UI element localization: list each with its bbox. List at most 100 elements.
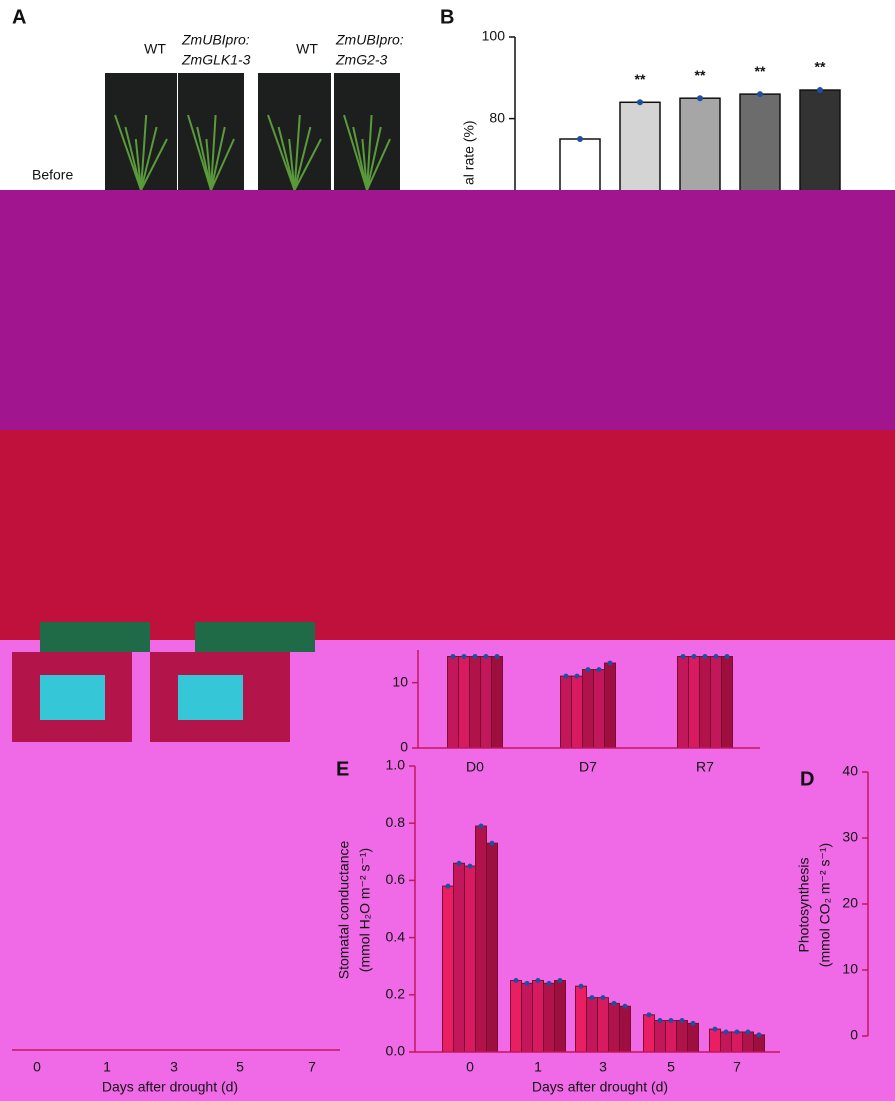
bar	[643, 1014, 655, 1053]
leaf	[366, 138, 391, 191]
bar	[721, 656, 733, 749]
leaf	[140, 138, 168, 191]
point	[734, 1029, 740, 1035]
x-tick-label: R7	[696, 759, 714, 775]
photo	[258, 73, 331, 190]
panel-letter: D	[800, 768, 814, 790]
y-tick-label: 40	[842, 763, 858, 779]
leaf	[210, 126, 226, 191]
bar	[521, 982, 533, 1053]
point	[472, 654, 478, 660]
point	[450, 654, 456, 660]
label: WT	[144, 41, 166, 57]
bar	[582, 669, 594, 749]
bar	[586, 997, 598, 1053]
x-tick-label: 3	[599, 1059, 607, 1075]
point	[702, 654, 708, 660]
point	[679, 1018, 685, 1024]
point	[483, 654, 489, 660]
photo	[334, 73, 400, 190]
photo	[105, 73, 177, 190]
x-tick-label: D0	[466, 759, 484, 775]
y-tick-label: 10	[392, 673, 408, 689]
x-tick-label: 7	[308, 1059, 316, 1075]
leaf	[210, 114, 217, 191]
point	[574, 673, 580, 679]
bar	[560, 675, 572, 749]
y-tick-label: 80	[489, 109, 505, 125]
bar	[510, 980, 522, 1053]
point	[756, 1032, 762, 1038]
leaf	[366, 126, 382, 191]
bar	[532, 980, 544, 1053]
bar	[608, 1002, 620, 1053]
point	[600, 995, 606, 1001]
bar	[699, 656, 711, 749]
label: ZmUBIpro:	[335, 32, 404, 48]
x-tick-label: 1	[534, 1059, 542, 1075]
point	[478, 823, 484, 829]
leaf	[361, 138, 368, 191]
leaf	[343, 114, 368, 191]
point	[745, 1029, 751, 1035]
bar	[593, 669, 605, 749]
point	[461, 654, 467, 660]
significance: **	[815, 59, 826, 75]
point	[596, 667, 602, 673]
bar	[442, 885, 454, 1053]
point	[757, 91, 763, 98]
x-tick-label: 3	[170, 1059, 178, 1075]
y-tick-label: 0.0	[386, 1043, 406, 1059]
leaf	[293, 114, 301, 191]
point	[557, 978, 563, 983]
label: ZmG2-3	[335, 52, 388, 68]
label: Before	[32, 167, 73, 183]
leaf	[267, 114, 296, 191]
pot	[40, 675, 105, 720]
y-tick-label: 20	[842, 895, 858, 911]
x-tick-label: D7	[579, 759, 597, 775]
bar	[575, 985, 587, 1053]
leaf	[352, 126, 368, 191]
bar	[453, 862, 465, 1053]
point	[611, 1000, 617, 1006]
y-tick-label: 10	[842, 961, 858, 977]
overlay-green	[195, 622, 315, 652]
point	[637, 99, 643, 106]
bar	[742, 1031, 754, 1053]
point	[657, 1018, 663, 1024]
point	[690, 1020, 696, 1026]
overlay-red	[0, 430, 895, 640]
leaf	[124, 126, 142, 191]
point	[697, 95, 703, 102]
bar	[688, 656, 700, 749]
point	[724, 654, 730, 660]
leaf	[293, 126, 312, 191]
significance: **	[635, 71, 646, 87]
x-label: Days after drought (d)	[532, 1079, 668, 1095]
leaf	[114, 114, 142, 191]
y-label: al rate (%)	[461, 120, 477, 185]
x-tick-label: 0	[33, 1059, 41, 1075]
point	[578, 983, 584, 989]
point	[622, 1003, 628, 1009]
x-tick-label: 1	[103, 1059, 111, 1075]
bar	[480, 656, 492, 749]
overlay-green	[40, 622, 150, 652]
bar	[687, 1022, 699, 1053]
bar	[597, 997, 609, 1053]
bar	[554, 980, 566, 1053]
leaf	[288, 138, 296, 191]
x-tick-label: 5	[667, 1059, 675, 1075]
point	[445, 883, 451, 889]
point	[513, 978, 519, 983]
point	[489, 840, 495, 846]
point	[524, 980, 530, 986]
x-tick-label: 7	[733, 1059, 741, 1075]
bar	[458, 656, 470, 749]
bar	[486, 842, 498, 1053]
x-label: Days after drought (d)	[102, 1079, 238, 1095]
label: ZmUBIpro:	[181, 32, 250, 48]
bar	[753, 1034, 765, 1053]
